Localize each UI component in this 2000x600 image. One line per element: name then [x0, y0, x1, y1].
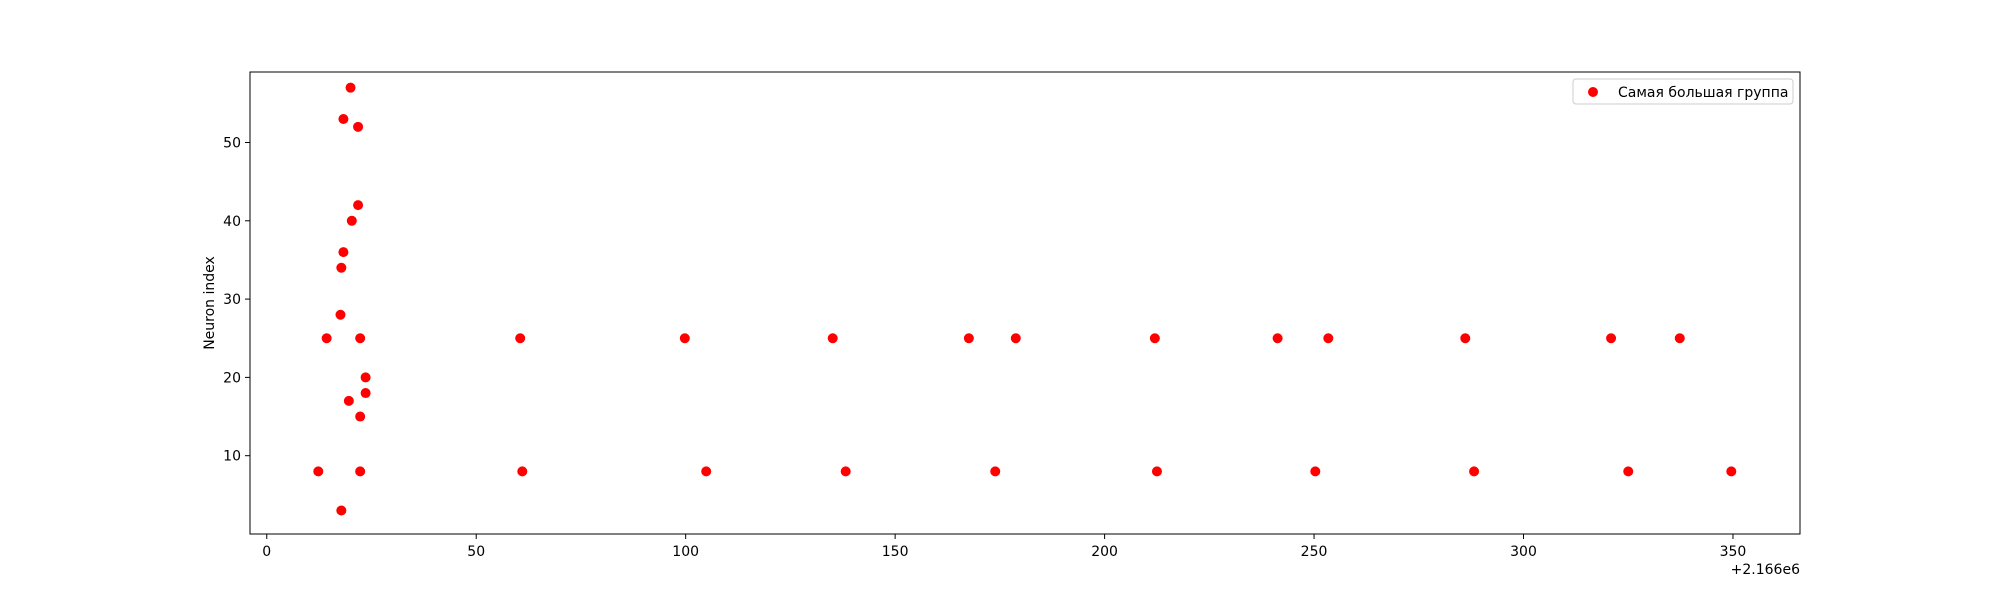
data-point	[1272, 333, 1283, 344]
y-axis-label: Neuron index	[202, 256, 218, 350]
data-point	[335, 309, 346, 320]
data-point	[355, 466, 366, 477]
data-point	[338, 247, 349, 258]
data-point	[336, 262, 347, 273]
x-axis-offset-label: +2.166e6	[1731, 562, 1800, 578]
data-point	[1010, 333, 1021, 344]
data-point	[353, 200, 364, 211]
data-point	[517, 466, 528, 477]
data-point	[1151, 466, 1162, 477]
data-point	[840, 466, 851, 477]
data-point	[990, 466, 1001, 477]
data-point	[1469, 466, 1480, 477]
y-tick-label: 10	[223, 449, 241, 465]
data-point	[1606, 333, 1617, 344]
data-point	[1323, 333, 1334, 344]
legend-box	[1572, 78, 1794, 105]
data-point	[336, 505, 347, 516]
data-point	[1674, 333, 1685, 344]
x-tick-label: 100	[672, 544, 699, 560]
x-tick-label: 200	[1091, 544, 1118, 560]
plot-area	[249, 71, 1801, 535]
data-point	[1623, 466, 1634, 477]
data-point	[355, 333, 366, 344]
x-tick-label: 50	[467, 544, 485, 560]
data-point	[827, 333, 838, 344]
y-axis-ticks: 10 20 30 40 50	[223, 135, 250, 465]
data-point	[338, 113, 349, 124]
y-tick-label: 20	[223, 370, 241, 386]
x-axis-ticks: 0 50 100 150 200 250 300 350	[262, 534, 1746, 560]
data-point	[346, 215, 357, 226]
data-point	[353, 121, 364, 132]
data-point	[355, 411, 366, 422]
legend-marker	[1588, 87, 1598, 97]
data-point	[360, 372, 371, 383]
x-tick-label: 250	[1301, 544, 1328, 560]
data-points	[313, 82, 1737, 516]
data-point	[679, 333, 690, 344]
y-tick-label: 30	[223, 292, 241, 308]
data-point	[701, 466, 712, 477]
data-point	[1149, 333, 1160, 344]
x-tick-label: 150	[882, 544, 909, 560]
y-tick-label: 40	[223, 214, 241, 230]
x-tick-label: 300	[1510, 544, 1537, 560]
legend-label: Самая большая группа	[1618, 85, 1788, 101]
data-point	[1460, 333, 1471, 344]
data-point	[345, 82, 356, 93]
data-point	[313, 466, 324, 477]
data-point	[1310, 466, 1321, 477]
y-tick-label: 50	[223, 135, 241, 151]
data-point	[343, 395, 354, 406]
data-point	[321, 333, 332, 344]
legend: Самая большая группа	[1572, 78, 1794, 105]
x-tick-label: 350	[1720, 544, 1747, 560]
data-point	[515, 333, 526, 344]
x-tick-label: 0	[262, 544, 271, 560]
data-point	[1726, 466, 1737, 477]
data-point	[963, 333, 974, 344]
data-point	[360, 388, 371, 399]
